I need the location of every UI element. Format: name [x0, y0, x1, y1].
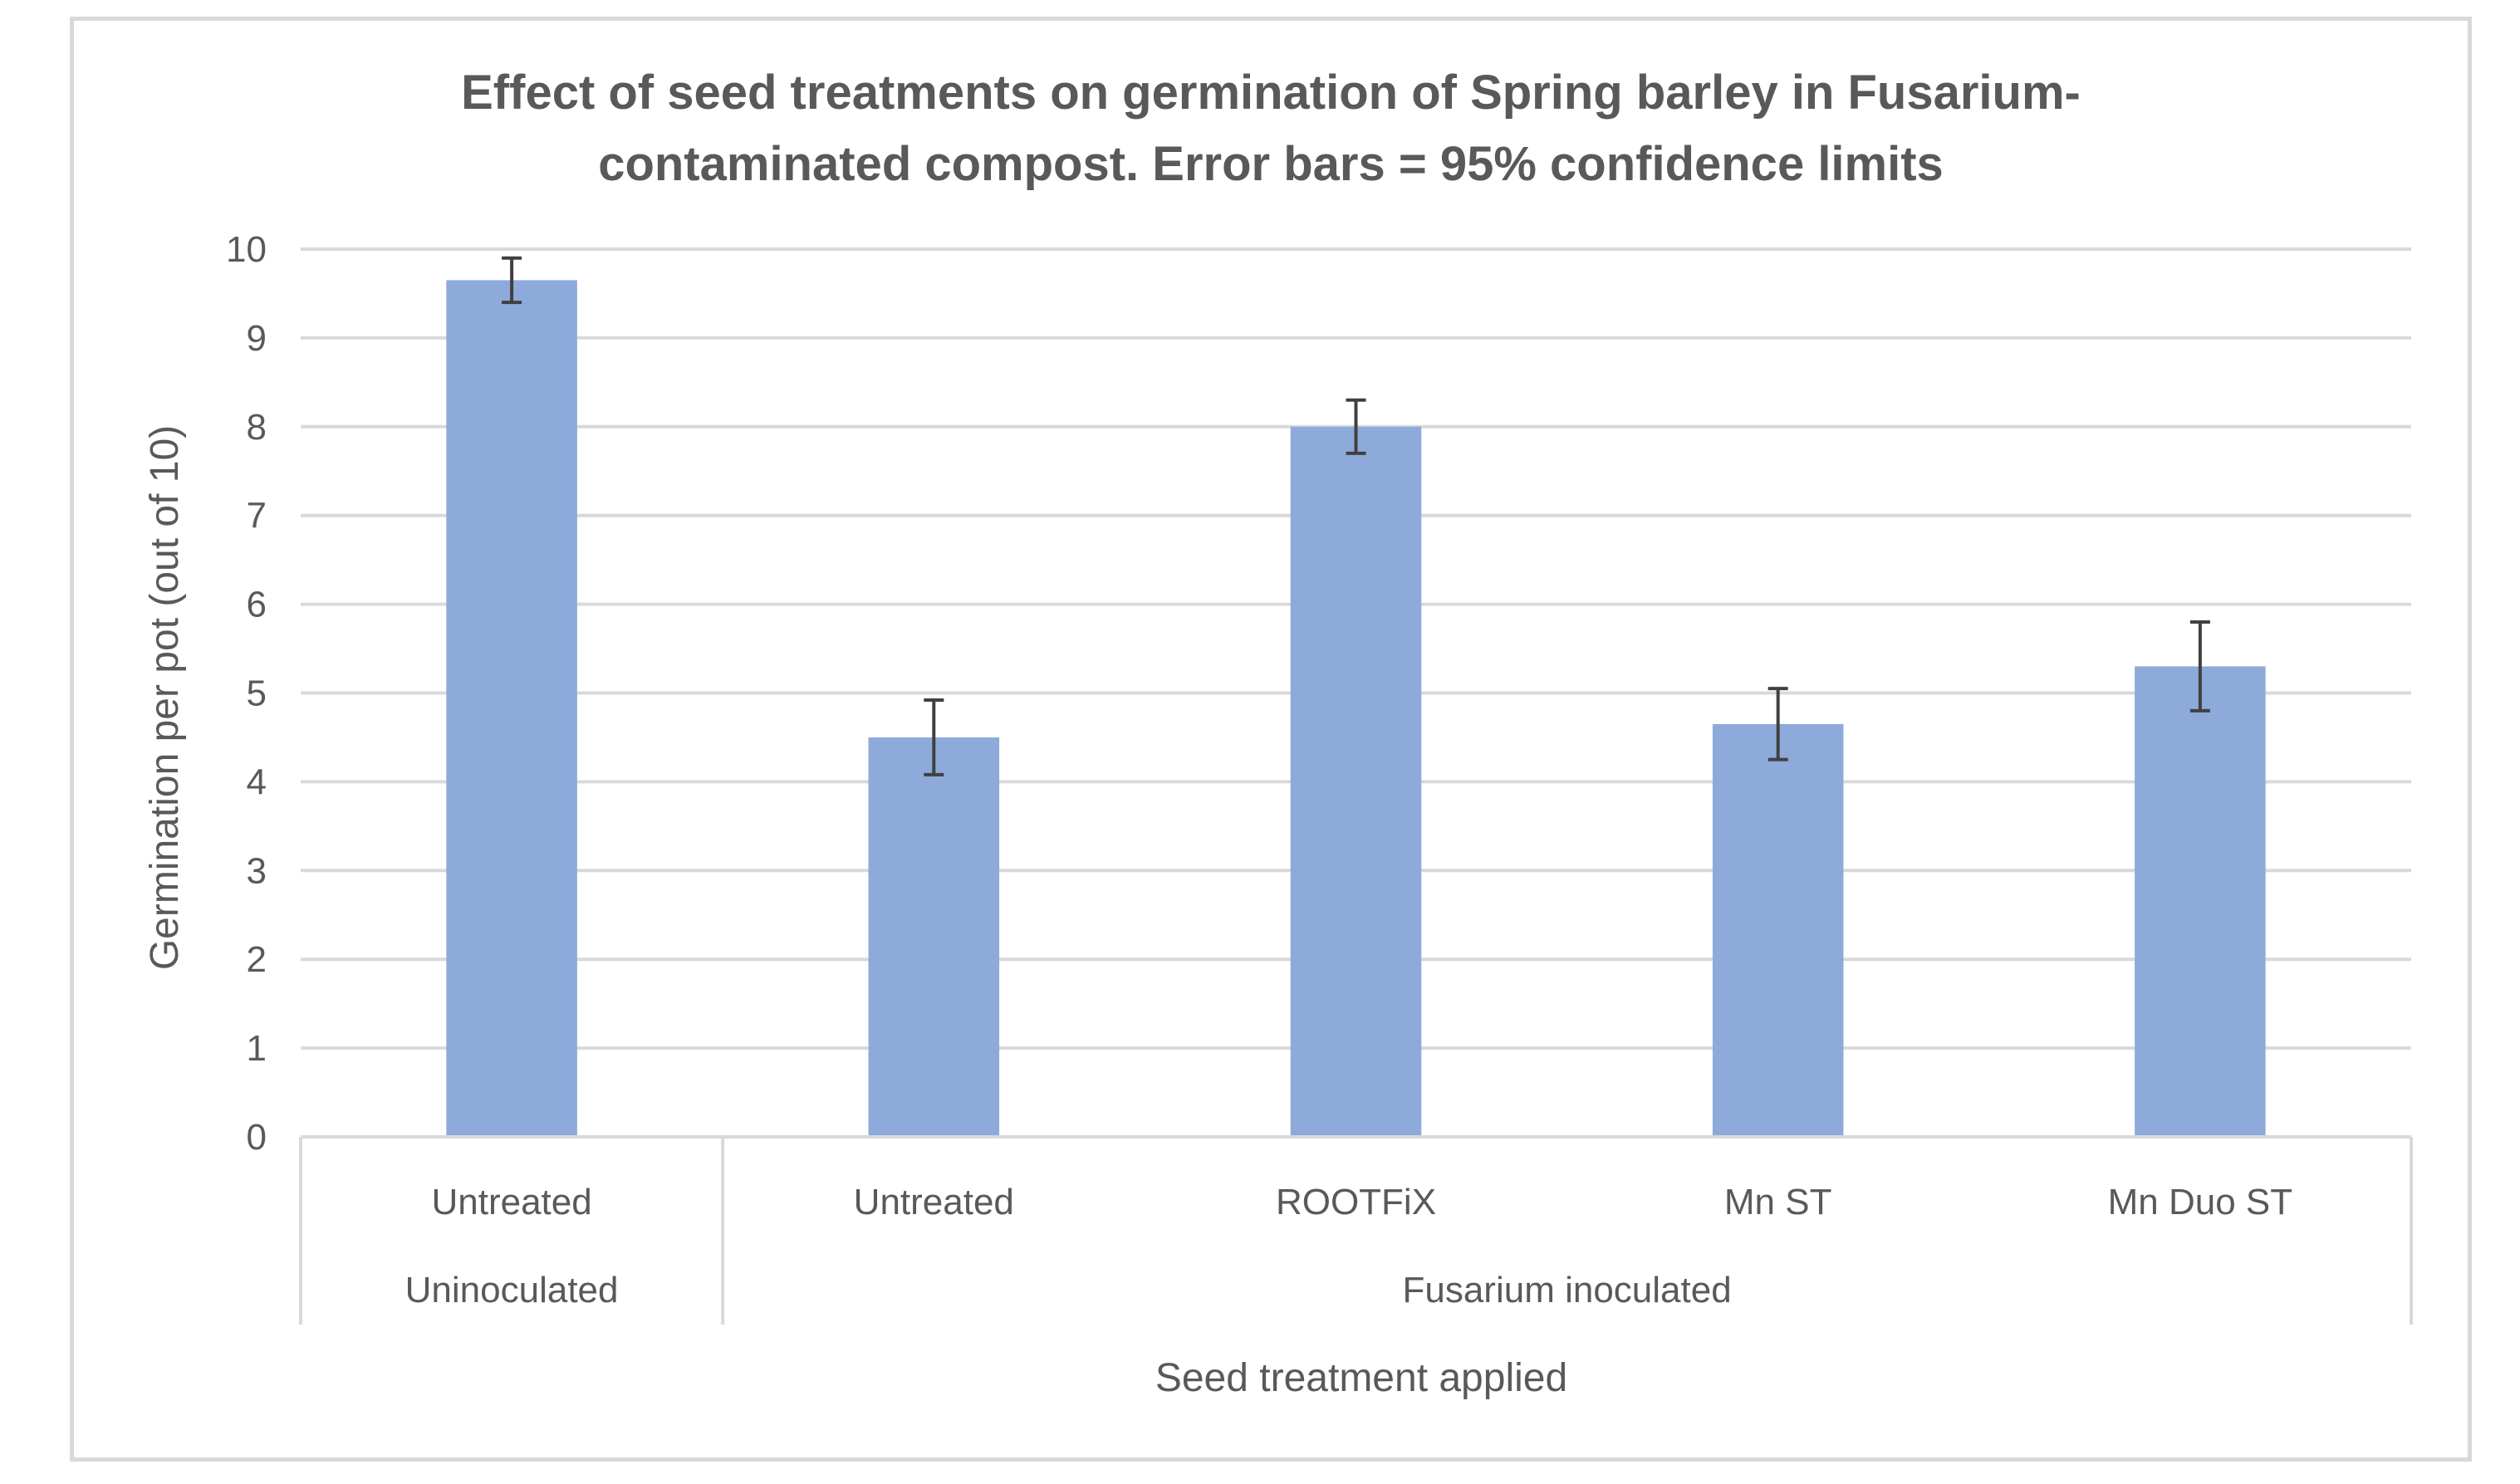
bars	[446, 280, 2266, 1137]
x-category-label: ROOTFiX	[1276, 1182, 1436, 1222]
x-category-label: Untreated	[854, 1182, 1014, 1222]
y-tick-label: 3	[247, 850, 267, 891]
x-category-label: Mn Duo ST	[2108, 1182, 2293, 1222]
bar	[1712, 723, 1844, 1137]
chart-title-line-1: Effect of seed treatments on germination…	[461, 66, 2081, 120]
y-axis-title: Germination per pot (out of 10)	[143, 425, 187, 970]
y-tick-label: 8	[247, 407, 267, 448]
chart-frame: Effect of seed treatments on germination…	[70, 17, 2472, 1462]
x-category-label: Mn ST	[1724, 1182, 1832, 1222]
y-tick-label: 7	[247, 496, 267, 536]
bar	[2135, 666, 2266, 1137]
x-group-label: Uninoculated	[405, 1270, 619, 1310]
y-tick-label: 2	[247, 939, 267, 980]
bar	[446, 280, 577, 1137]
y-tick-label: 5	[247, 673, 267, 714]
y-axis-ticks: 0 1 2 3 4 5 6 7 8 9 10	[226, 229, 267, 1158]
x-axis-title: Seed treatment applied	[1155, 1356, 1567, 1400]
x-axis-categories: Untreated Untreated ROOTFiX Mn ST Mn Duo ST U…	[299, 1135, 2413, 1325]
x-group-label: Fusarium inoculated	[1402, 1270, 1731, 1310]
chart-svg: Effect of seed treatments on germination…	[143, 66, 2413, 1400]
y-tick-label: 9	[247, 318, 267, 359]
x-category-label: Untreated	[431, 1182, 591, 1222]
bar	[868, 737, 1000, 1137]
y-tick-label: 10	[226, 229, 267, 270]
bar	[1290, 426, 1422, 1137]
y-tick-label: 0	[247, 1117, 267, 1158]
y-tick-label: 1	[247, 1028, 267, 1069]
y-tick-label: 4	[247, 762, 267, 802]
chart-title-line-2: contaminated compost. Error bars = 95% c…	[598, 137, 1944, 191]
y-tick-label: 6	[247, 585, 267, 625]
error-bars	[502, 256, 2210, 776]
